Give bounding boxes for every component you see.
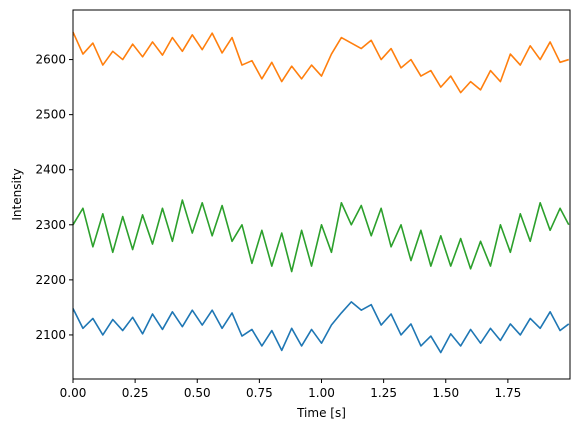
x-tick-label: 0.25 [122, 386, 149, 400]
x-tick-label: 0.00 [60, 386, 87, 400]
x-tick-label: 0.50 [184, 386, 211, 400]
x-tick-label: 0.75 [246, 386, 273, 400]
y-tick-label: 2400 [35, 163, 66, 177]
x-axis: 0.00 0.25 0.50 0.75 1.00 1.25 1.50 1.75 [60, 379, 522, 400]
x-tick-label: 1.75 [495, 386, 522, 400]
series-line-3 [72, 199, 570, 273]
y-tick-label: 2600 [35, 53, 66, 67]
x-tick-label: 1.50 [432, 386, 459, 400]
series-line-1 [72, 301, 570, 354]
plot-background [73, 10, 570, 379]
y-axis-label: Intensity [10, 168, 24, 220]
y-tick-label: 2300 [35, 218, 66, 232]
x-tick-label: 1.25 [370, 386, 397, 400]
x-axis-label: Time [s] [296, 406, 346, 420]
y-tick-label: 2100 [35, 328, 66, 342]
series-layer [72, 31, 570, 354]
y-axis: 2100 2200 2300 2400 2500 2600 [35, 53, 73, 342]
y-tick-label: 2200 [35, 273, 66, 287]
series-line-2 [72, 31, 570, 94]
x-tick-label: 1.00 [308, 386, 335, 400]
y-tick-label: 2500 [35, 108, 66, 122]
